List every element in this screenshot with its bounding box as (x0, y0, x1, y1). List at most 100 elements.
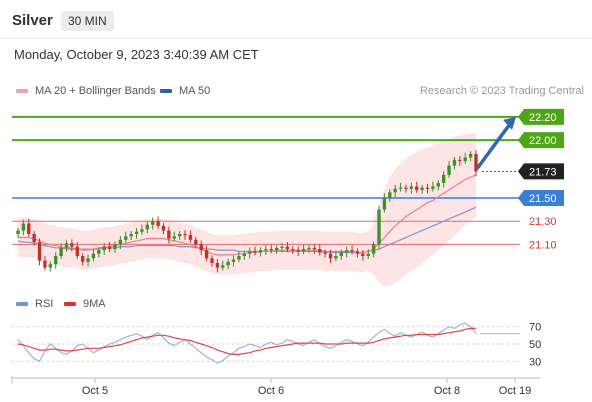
rsi-legend-label: RSI (35, 298, 54, 310)
candle-body (70, 243, 74, 247)
candle-body (468, 154, 473, 158)
x-axis-label: Oct 19 (499, 385, 531, 397)
candle-body (194, 239, 198, 245)
candle-body (291, 249, 295, 251)
ma20-line (18, 174, 477, 256)
candle (161, 222, 166, 235)
candle-body (37, 242, 42, 261)
candle (215, 259, 220, 273)
candle-body (431, 186, 435, 189)
level-label-21.50: 21.50 (529, 193, 557, 205)
candle (247, 247, 252, 259)
candle (393, 184, 397, 198)
candle (355, 248, 360, 258)
level-label-21.10: 21.10 (529, 239, 557, 251)
candle (339, 249, 343, 260)
candle-body (32, 233, 36, 243)
candle-body (161, 225, 166, 231)
candle (167, 226, 171, 244)
ma9-swatch (64, 302, 76, 306)
candle-body (64, 243, 69, 248)
candle-body (274, 247, 279, 251)
candle-body (458, 159, 462, 162)
candle (183, 230, 187, 240)
rsi-swatch (16, 302, 28, 306)
candle (334, 251, 338, 262)
candle-body (231, 259, 236, 262)
candle-body (350, 250, 354, 252)
candle-body (59, 247, 63, 257)
ma50-legend-label: MA 50 (179, 85, 211, 97)
candle (75, 241, 79, 259)
candle-body (398, 187, 403, 189)
candle-body (151, 221, 155, 225)
candle-body (382, 198, 387, 210)
candle-body (339, 252, 343, 257)
header-divider (0, 38, 592, 39)
candle (32, 231, 36, 246)
candle-body (210, 258, 214, 263)
bollinger-band (18, 133, 476, 287)
research-credit: Research © 2023 Trading Central (419, 85, 584, 97)
ma20-legend-label: MA 20 + Bollinger Bands (35, 85, 156, 97)
candle (59, 243, 63, 259)
candle (231, 255, 236, 267)
candle-body (48, 264, 53, 268)
ma9-legend-label: 9MA (83, 298, 106, 310)
candle-body (388, 192, 392, 199)
candle (269, 244, 273, 254)
candle (37, 238, 42, 266)
candle-body (415, 186, 419, 190)
candle (177, 231, 182, 241)
candle-body (452, 159, 457, 166)
candle-body (312, 247, 317, 250)
candle (312, 244, 317, 254)
candle (468, 151, 473, 162)
candle-body (334, 256, 338, 259)
candle-body (156, 221, 160, 226)
candle (285, 241, 290, 252)
level-label-21.73: 21.73 (529, 166, 557, 178)
candle (80, 253, 85, 266)
candle-body (107, 246, 112, 250)
candle (398, 182, 403, 192)
candle (377, 205, 381, 250)
candle (404, 184, 408, 193)
candle-body (80, 256, 85, 262)
candle-body (54, 256, 58, 265)
candle-body (140, 229, 144, 232)
candle (54, 252, 58, 269)
candle (253, 246, 257, 256)
candle-body (75, 246, 79, 257)
candle (27, 218, 31, 237)
candle-body (441, 174, 446, 183)
candle (118, 235, 123, 250)
candle (328, 249, 333, 264)
candle-body (258, 250, 263, 253)
candle-body (296, 250, 300, 252)
candle (420, 184, 424, 194)
candle-body (129, 233, 133, 237)
candle-body (371, 244, 376, 254)
candle (415, 181, 419, 193)
candle (91, 248, 96, 262)
candle (151, 217, 155, 230)
candle (382, 193, 387, 213)
candle (226, 258, 230, 270)
timeframe-badge[interactable]: 30 MIN (61, 11, 114, 31)
candle (318, 244, 322, 256)
candle-body (91, 253, 96, 259)
candle-body (425, 187, 430, 189)
candle (70, 239, 74, 252)
candle-body (43, 260, 47, 268)
target-arrow-shaft (476, 122, 512, 170)
level-tag-22.00 (518, 132, 564, 149)
candle-body (97, 250, 101, 254)
candle (425, 183, 430, 194)
candle (371, 241, 376, 258)
candle (156, 216, 160, 229)
candle-body (318, 249, 322, 253)
candle (97, 247, 101, 258)
candle (16, 227, 20, 238)
